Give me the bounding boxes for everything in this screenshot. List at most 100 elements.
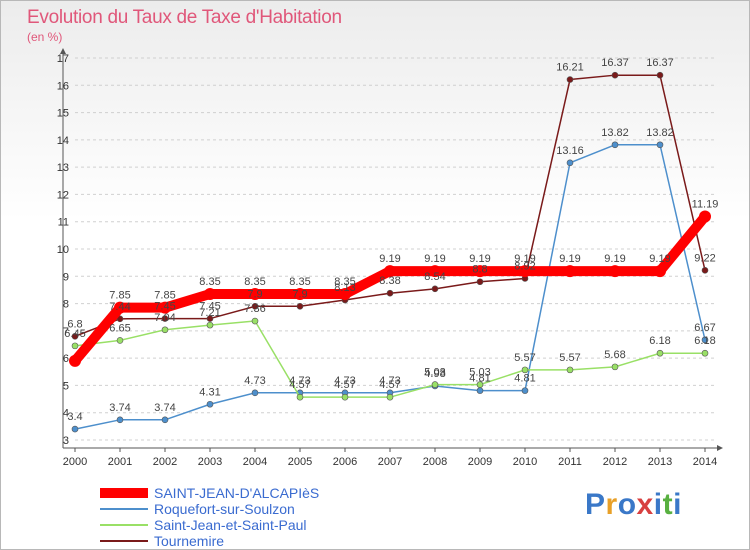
data-label: 6.67: [694, 322, 715, 334]
data-point: [701, 266, 709, 274]
data-point: [656, 141, 664, 149]
data-point: [476, 387, 484, 394]
y-tick-label: 3: [63, 435, 69, 447]
data-label: 7.44: [109, 301, 130, 313]
logo-letter: i: [673, 488, 682, 521]
data-point: [566, 76, 574, 83]
data-point: [116, 416, 124, 424]
data-point: [566, 366, 574, 374]
data-label: 4.73: [334, 375, 355, 387]
data-point: [699, 210, 711, 223]
x-axis-arrow: [717, 445, 723, 451]
legend-swatch: [100, 508, 148, 510]
data-point: [521, 366, 529, 374]
x-tick-label: 2008: [423, 456, 447, 468]
y-tick-label: 9: [63, 271, 69, 283]
data-point: [609, 265, 621, 278]
data-label: 16.37: [646, 57, 674, 69]
y-tick-label: 7: [63, 326, 69, 338]
data-point: [611, 141, 619, 149]
legend-label: Tournemire: [154, 533, 225, 549]
data-label: 7.85: [109, 290, 130, 302]
data-point: [206, 400, 214, 408]
data-label: 5.57: [559, 352, 580, 364]
data-point: [296, 302, 304, 310]
data-label: 9.19: [514, 253, 535, 265]
legend-swatch: [100, 540, 148, 542]
data-point: [656, 71, 664, 79]
data-label: 8.8: [472, 264, 487, 276]
proxiti-logo: Proxiti: [585, 488, 682, 522]
data-label: 6.65: [109, 322, 130, 334]
data-label: 8.35: [199, 276, 220, 288]
x-tick-label: 2002: [153, 456, 177, 468]
data-label: 5.68: [604, 349, 625, 361]
legend-item: SAINT-JEAN-D'ALCAPIèS: [100, 485, 319, 501]
y-tick-label: 4: [63, 408, 69, 420]
data-point: [159, 301, 171, 314]
data-label: 5.03: [469, 367, 490, 379]
data-label: 4.98: [424, 368, 445, 380]
data-label: 4.57: [334, 379, 355, 391]
legend-label: Roquefort-sur-Soulzon: [154, 501, 295, 517]
data-label: 4.73: [379, 375, 400, 387]
data-label: 7.21: [199, 307, 220, 319]
data-label: 4.73: [289, 375, 310, 387]
x-tick-label: 2011: [558, 456, 582, 468]
data-point: [474, 265, 486, 278]
x-tick-label: 2000: [63, 456, 87, 468]
logo-letter: i: [653, 488, 663, 521]
data-point: [341, 393, 349, 401]
logo-letter: t: [662, 488, 674, 521]
data-label: 16.37: [601, 57, 629, 69]
data-label: 8.13: [334, 282, 355, 294]
data-label: 5.57: [514, 352, 535, 364]
logo-letter: P: [585, 488, 606, 521]
data-point: [339, 288, 351, 301]
legend-swatch: [100, 524, 148, 526]
x-tick-label: 2013: [648, 456, 672, 468]
data-label: 6.18: [649, 335, 670, 347]
data-point: [386, 393, 394, 401]
chart-subtitle: (en %): [27, 30, 63, 44]
legend-swatch: [100, 488, 148, 498]
data-label: 3.74: [154, 402, 175, 414]
data-point: [206, 321, 214, 329]
data-point: [429, 265, 441, 278]
data-point: [654, 265, 666, 278]
x-tick-label: 2005: [288, 456, 312, 468]
x-tick-label: 2009: [468, 456, 492, 468]
data-label: 7.04: [154, 312, 175, 324]
legend-item: Roquefort-sur-Soulzon: [100, 501, 319, 517]
data-point: [71, 333, 79, 340]
data-label: 9.19: [559, 253, 580, 265]
data-point: [476, 278, 484, 286]
data-point: [251, 389, 259, 397]
data-point: [161, 416, 169, 424]
data-label: 8.35: [334, 276, 355, 288]
data-label: 7.45: [199, 301, 220, 313]
data-label: 4.31: [199, 386, 220, 398]
data-point: [206, 315, 214, 322]
x-tick-label: 2004: [243, 456, 267, 468]
data-point: [294, 288, 306, 301]
data-label: 6.8: [67, 318, 82, 330]
data-label: 4.57: [379, 379, 400, 391]
data-label: 13.82: [601, 127, 629, 139]
data-point: [431, 285, 439, 293]
x-tick-label: 2001: [108, 456, 132, 468]
data-label: 11.19: [692, 199, 719, 211]
data-point: [431, 381, 439, 388]
data-label: 8.92: [514, 260, 535, 272]
data-point: [566, 159, 574, 167]
data-point: [701, 336, 709, 344]
data-label: 4.57: [289, 379, 310, 391]
data-point: [69, 354, 81, 367]
data-point: [476, 381, 484, 388]
data-label: 8.35: [289, 276, 310, 288]
data-point: [251, 302, 259, 310]
y-tick-label: 5: [63, 380, 69, 392]
data-label: 9.22: [694, 252, 715, 264]
data-point: [521, 387, 529, 394]
data-label: 4.81: [514, 373, 535, 385]
